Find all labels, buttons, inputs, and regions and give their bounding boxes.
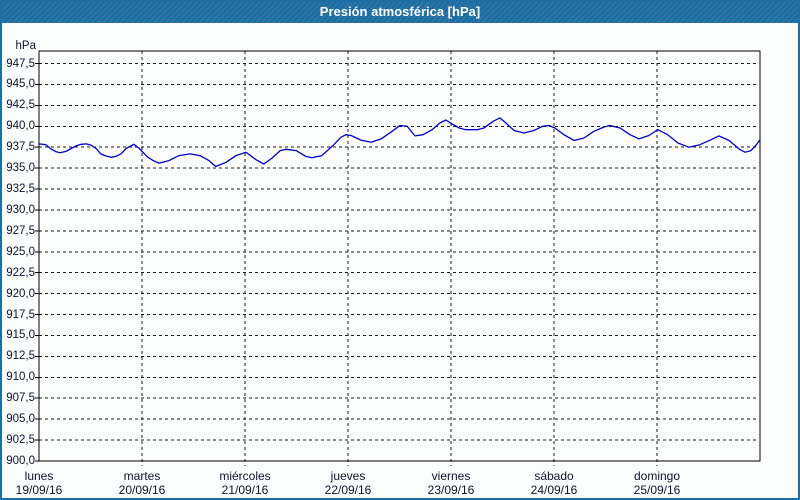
chart-title: Presión atmosférica [hPa] xyxy=(319,4,481,19)
pressure-series-line xyxy=(38,117,761,168)
plot-border xyxy=(38,50,761,462)
chart-title-bar: Presión atmosférica [hPa] xyxy=(0,0,800,23)
